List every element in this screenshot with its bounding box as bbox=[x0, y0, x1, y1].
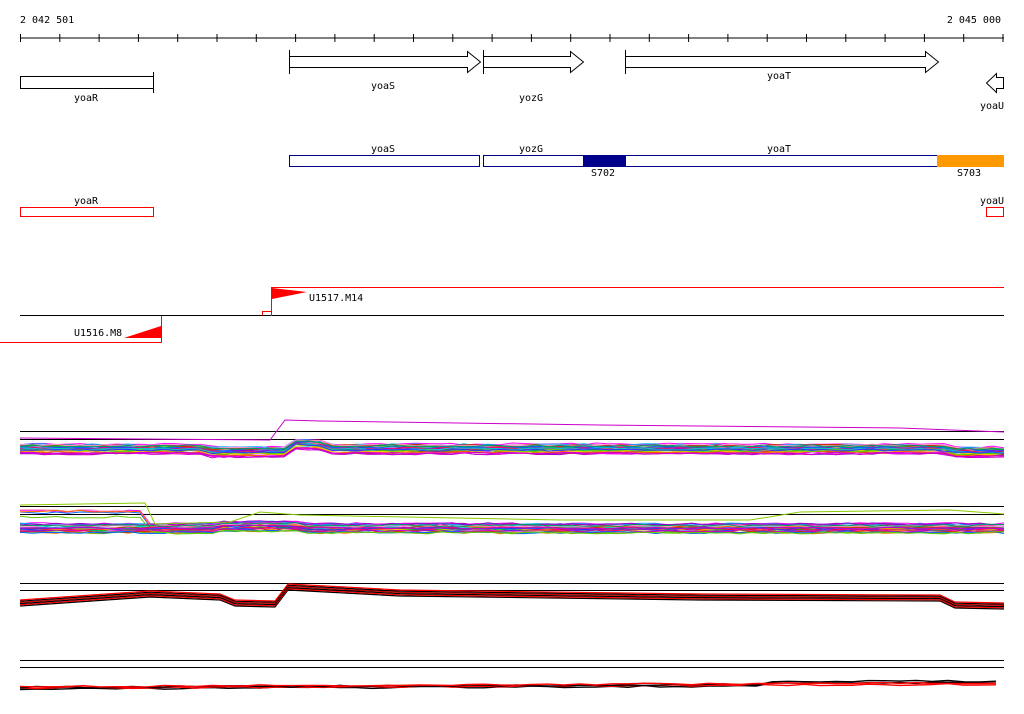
expression-profile-line bbox=[19, 583, 1005, 604]
gene-track: yoaR yoaS yozG yoaT yoaU bbox=[20, 50, 1004, 113]
expression-panel-3 bbox=[19, 583, 1005, 610]
transcript-track-red: yoaR yoaU bbox=[20, 196, 1004, 217]
gene-yoaR[interactable]: yoaR bbox=[20, 72, 154, 104]
gene-yozG-arrow bbox=[483, 50, 585, 74]
panel-3-profiles bbox=[19, 583, 1005, 610]
expression-profile-line bbox=[19, 524, 1005, 530]
tu-U1516-M8-terminator-icon bbox=[124, 326, 161, 338]
tu-U1517-M14-step bbox=[262, 311, 272, 316]
tu-U1516-M8-label: U1516.M8 bbox=[74, 328, 122, 339]
transcript-yozG-label: yozG bbox=[519, 144, 543, 155]
ruler-ticks bbox=[20, 34, 1004, 42]
gene-yoaR-box bbox=[20, 76, 154, 89]
transcript-track-blue: yoaS yozG yoaT S702 S703 bbox=[289, 144, 1004, 179]
expression-panel-2 bbox=[19, 502, 1005, 535]
gene-yoaS-label: yoaS bbox=[371, 81, 395, 92]
gene-yoaT-label: yoaT bbox=[767, 71, 791, 82]
expression-panel-1 bbox=[19, 419, 1005, 459]
gene-yoaU-label: yoaU bbox=[980, 101, 1004, 112]
expression-profile-line bbox=[19, 419, 1005, 441]
expression-profile-line bbox=[19, 520, 1005, 526]
expression-profile-line bbox=[19, 527, 1005, 533]
transcript-yoaS-label: yoaS bbox=[371, 144, 395, 155]
gene-yoaS-arrow bbox=[289, 50, 482, 74]
tu-U1516-M8[interactable]: U1516.M8 bbox=[0, 316, 162, 343]
tu-U1517-M14-promoter-icon bbox=[272, 288, 307, 299]
expression-profile-line bbox=[19, 443, 1005, 455]
coordinate-ruler: 2 042 501 2 045 000 bbox=[20, 15, 1004, 42]
expression-profile-line bbox=[19, 584, 1005, 605]
transcript-yoaR-label: yoaR bbox=[74, 196, 99, 207]
expression-profile-line bbox=[19, 443, 1005, 456]
ruler-end-label: 2 045 000 bbox=[947, 15, 1001, 26]
gene-yozG[interactable]: yozG bbox=[483, 50, 585, 104]
transcript-yoaT-label: yoaT bbox=[767, 144, 791, 155]
expression-profile-line bbox=[19, 589, 1005, 610]
expression-profile-line bbox=[19, 515, 1005, 535]
gene-yoaU-arrow bbox=[985, 72, 1004, 94]
gene-yoaT[interactable]: yoaT bbox=[625, 50, 940, 82]
expression-profile-line bbox=[19, 681, 997, 688]
panel-4-profiles bbox=[19, 679, 997, 691]
gene-yoaT-arrow bbox=[625, 50, 940, 74]
tu-U1517-M14-label: U1517.M14 bbox=[309, 293, 363, 304]
segment-S702[interactable] bbox=[583, 155, 626, 167]
gene-yozG-label: yozG bbox=[519, 93, 543, 104]
expression-profile-line bbox=[19, 521, 1005, 528]
transcript-yoaS[interactable] bbox=[289, 155, 480, 167]
panel-2-profiles bbox=[19, 502, 1005, 535]
transcription-unit-track: U1517.M14 U1516.M8 bbox=[0, 287, 1004, 343]
gene-yoaU[interactable]: yoaU bbox=[980, 72, 1004, 113]
gene-yoaS[interactable]: yoaS bbox=[289, 50, 482, 92]
gene-yoaR-label: yoaR bbox=[74, 93, 99, 104]
transcript-yozG-yoaT[interactable] bbox=[483, 155, 1004, 167]
panel-1-profiles bbox=[19, 419, 1005, 459]
expression-profile-line bbox=[19, 586, 1005, 608]
transcript-yoaR[interactable] bbox=[20, 207, 154, 217]
segment-S703[interactable] bbox=[937, 155, 1004, 167]
transcript-yoaU-label: yoaU bbox=[980, 196, 1004, 207]
expression-profile-line bbox=[19, 588, 1005, 609]
segment-S702-label: S702 bbox=[591, 168, 615, 179]
expression-profile-line bbox=[19, 440, 1005, 451]
expression-profile-line bbox=[19, 447, 1005, 458]
segment-S703-label: S703 bbox=[957, 168, 981, 179]
expression-profile-line bbox=[19, 585, 1005, 606]
expression-panel-4 bbox=[19, 660, 1004, 691]
expression-profile-line bbox=[19, 502, 1005, 525]
transcript-yoaU[interactable] bbox=[986, 207, 1004, 217]
ruler-start-label: 2 042 501 bbox=[20, 15, 74, 26]
tu-U1517-M14[interactable]: U1517.M14 bbox=[262, 287, 1005, 316]
expression-profile-line bbox=[19, 682, 997, 690]
